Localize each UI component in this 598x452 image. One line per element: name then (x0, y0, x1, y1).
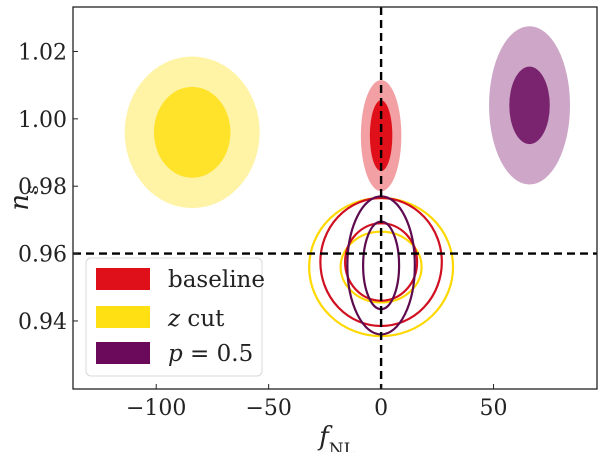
contour-baseline-filled-level-68 (369, 100, 393, 172)
legend-swatch-p-0-5 (96, 342, 150, 364)
legend-label-p-0-5: p = 0.5 (168, 341, 253, 367)
legend: baseline z cut p = 0.5 (85, 257, 265, 377)
plot-frame (72, 6, 598, 390)
y-tick-label: 0.94 (18, 310, 67, 335)
y-tick-label: 0.96 (18, 243, 67, 268)
y-axis-label: ns (5, 185, 43, 210)
contour-p-0-5-filled-level-68 (509, 66, 550, 145)
x-tick-label: 50 (480, 396, 508, 421)
y-tick-label: 0.98 (18, 175, 67, 200)
legend-label-z-cut: z cut (167, 306, 225, 332)
y-tick-label: 1.00 (18, 108, 67, 133)
reference-lines (73, 7, 597, 389)
x-axis-label: fNL (317, 422, 355, 452)
x-tick-label: 0 (374, 396, 388, 421)
y-tick-label: 1.02 (18, 40, 67, 65)
legend-swatch-z-cut (96, 306, 150, 328)
x-axis: −100 −50 0 50 (126, 384, 508, 421)
legend-label-baseline: baseline (168, 267, 265, 293)
contour-z-cut-filled-level-68 (153, 86, 231, 178)
legend-swatch-baseline (96, 268, 150, 290)
x-tick-label: −50 (245, 396, 291, 421)
x-tick-label: −100 (126, 396, 186, 421)
y-axis: 0.94 0.96 0.98 1.00 1.02 (18, 40, 78, 335)
